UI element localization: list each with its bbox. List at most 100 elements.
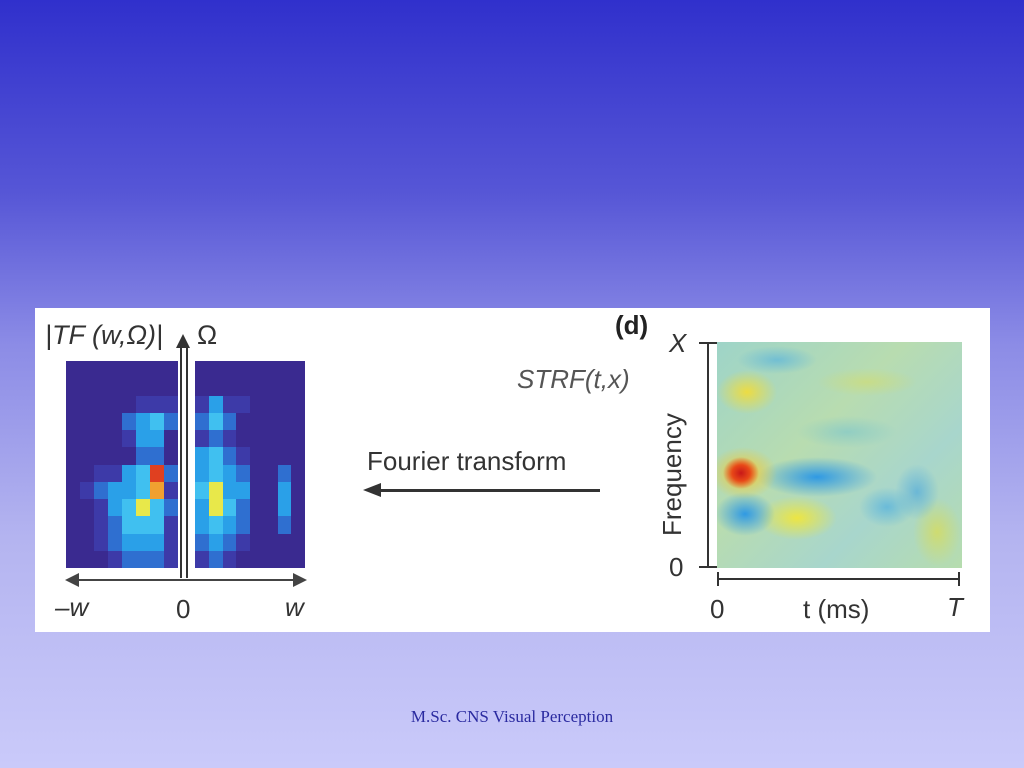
- heatmap-cell: [195, 499, 209, 517]
- heatmap-cell: [195, 361, 209, 379]
- heatmap-cell: [66, 516, 80, 534]
- frequency-axis-label: Frequency: [657, 413, 687, 536]
- w-axis-right: [183, 579, 297, 581]
- heatmap-cell: [222, 499, 237, 517]
- heatmap-cell: [250, 412, 264, 430]
- heatmap-cell: [208, 361, 223, 379]
- heatmap-cell: [108, 378, 122, 396]
- heatmap-cell: [208, 481, 223, 499]
- heatmap-cell: [80, 378, 94, 396]
- heatmap-cell: [94, 481, 108, 499]
- heatmap-cell: [291, 533, 305, 551]
- heatmap-cell: [291, 516, 305, 534]
- heatmap-cell: [277, 412, 292, 430]
- heatmap-cell: [195, 412, 209, 430]
- slide-footer: M.Sc. CNS Visual Perception: [410, 707, 614, 726]
- heatmap-cell: [80, 464, 94, 482]
- heatmap-cell: [222, 533, 237, 551]
- heatmap-cell: [80, 412, 94, 430]
- heatmap-cell: [136, 430, 150, 448]
- fourier-arrow-head: [363, 483, 381, 497]
- heatmap-cell: [291, 412, 305, 430]
- heatmap-cell: [150, 447, 164, 465]
- heatmap-cell: [208, 464, 223, 482]
- heatmap-cell: [291, 481, 305, 499]
- heatmap-cell: [164, 481, 178, 499]
- heatmap-cell: [66, 464, 80, 482]
- heatmap-cell: [108, 516, 122, 534]
- heatmap-cell: [122, 447, 136, 465]
- heatmap-cell: [80, 395, 94, 413]
- heatmap-cell: [250, 395, 264, 413]
- heatmap-cell: [150, 412, 164, 430]
- heatmap-cell: [66, 412, 80, 430]
- heatmap-cell: [94, 499, 108, 517]
- y-tick-x: X: [669, 328, 687, 358]
- heatmap-cell: [195, 550, 209, 568]
- heatmap-cell: [208, 499, 223, 517]
- heatmap-cell: [122, 533, 136, 551]
- heatmap-cell: [122, 430, 136, 448]
- heatmap-cell: [222, 395, 237, 413]
- x-tick-zero: 0: [710, 594, 725, 624]
- x-tick-right-mark: [958, 572, 960, 586]
- heatmap-cell: [136, 412, 150, 430]
- heatmap-cell: [263, 430, 278, 448]
- heatmap-cell: [164, 378, 178, 396]
- heatmap-cell: [277, 447, 292, 465]
- heatmap-cell: [94, 395, 108, 413]
- heatmap-cell: [108, 499, 122, 517]
- heatmap-cell: [263, 361, 278, 379]
- heatmap-cell: [208, 533, 223, 551]
- heatmap-cell: [164, 361, 178, 379]
- w-axis-left: [73, 579, 183, 581]
- y-tick-top-mark: [699, 342, 717, 344]
- heatmap-cell: [263, 378, 278, 396]
- heatmap-cell: [222, 550, 237, 568]
- heatmap-cell: [66, 550, 80, 568]
- heatmap-cell: [66, 378, 80, 396]
- panel-label-d: (d): [615, 310, 649, 340]
- heatmap-cell: [250, 378, 264, 396]
- heatmap-cell: [108, 395, 122, 413]
- heatmap-cell: [222, 447, 237, 465]
- heatmap-cell: [236, 412, 250, 430]
- heatmap-cell: [236, 516, 250, 534]
- heatmap-cell: [150, 533, 164, 551]
- heatmap-cell: [222, 430, 237, 448]
- heatmap-cell: [164, 430, 178, 448]
- heatmap-cell: [122, 499, 136, 517]
- heatmap-cell: [236, 464, 250, 482]
- tick-zero: 0: [176, 594, 191, 624]
- omega-axis-label: Ω: [197, 320, 218, 350]
- heatmap-cell: [108, 430, 122, 448]
- heatmap-cell: [108, 447, 122, 465]
- heatmap-cell: [94, 533, 108, 551]
- heatmap-cell: [122, 481, 136, 499]
- heatmap-cell: [263, 550, 278, 568]
- heatmap-cell: [250, 361, 264, 379]
- heatmap-cell: [277, 499, 292, 517]
- strf-x-axis: [717, 578, 960, 580]
- heatmap-cell: [108, 464, 122, 482]
- heatmap-cell: [195, 533, 209, 551]
- heatmap-cell: [164, 516, 178, 534]
- heatmap-cell: [263, 516, 278, 534]
- heatmap-cell: [66, 430, 80, 448]
- heatmap-cell: [208, 430, 223, 448]
- heatmap-cell: [80, 499, 94, 517]
- heatmap-cell: [250, 499, 264, 517]
- heatmap-cell: [291, 464, 305, 482]
- heatmap-cell: [250, 550, 264, 568]
- heatmap-cell: [208, 516, 223, 534]
- heatmap-cell: [66, 447, 80, 465]
- x-axis-label: t (ms): [803, 594, 870, 624]
- strf-heatmap: [717, 342, 962, 568]
- w-arrow-left: [65, 573, 79, 587]
- heatmap-cell: [122, 378, 136, 396]
- x-tick-left-mark: [717, 572, 719, 586]
- heatmap-cell: [195, 430, 209, 448]
- strf-y-axis: [707, 342, 709, 568]
- heatmap-cell: [136, 464, 150, 482]
- heatmap-cell: [150, 550, 164, 568]
